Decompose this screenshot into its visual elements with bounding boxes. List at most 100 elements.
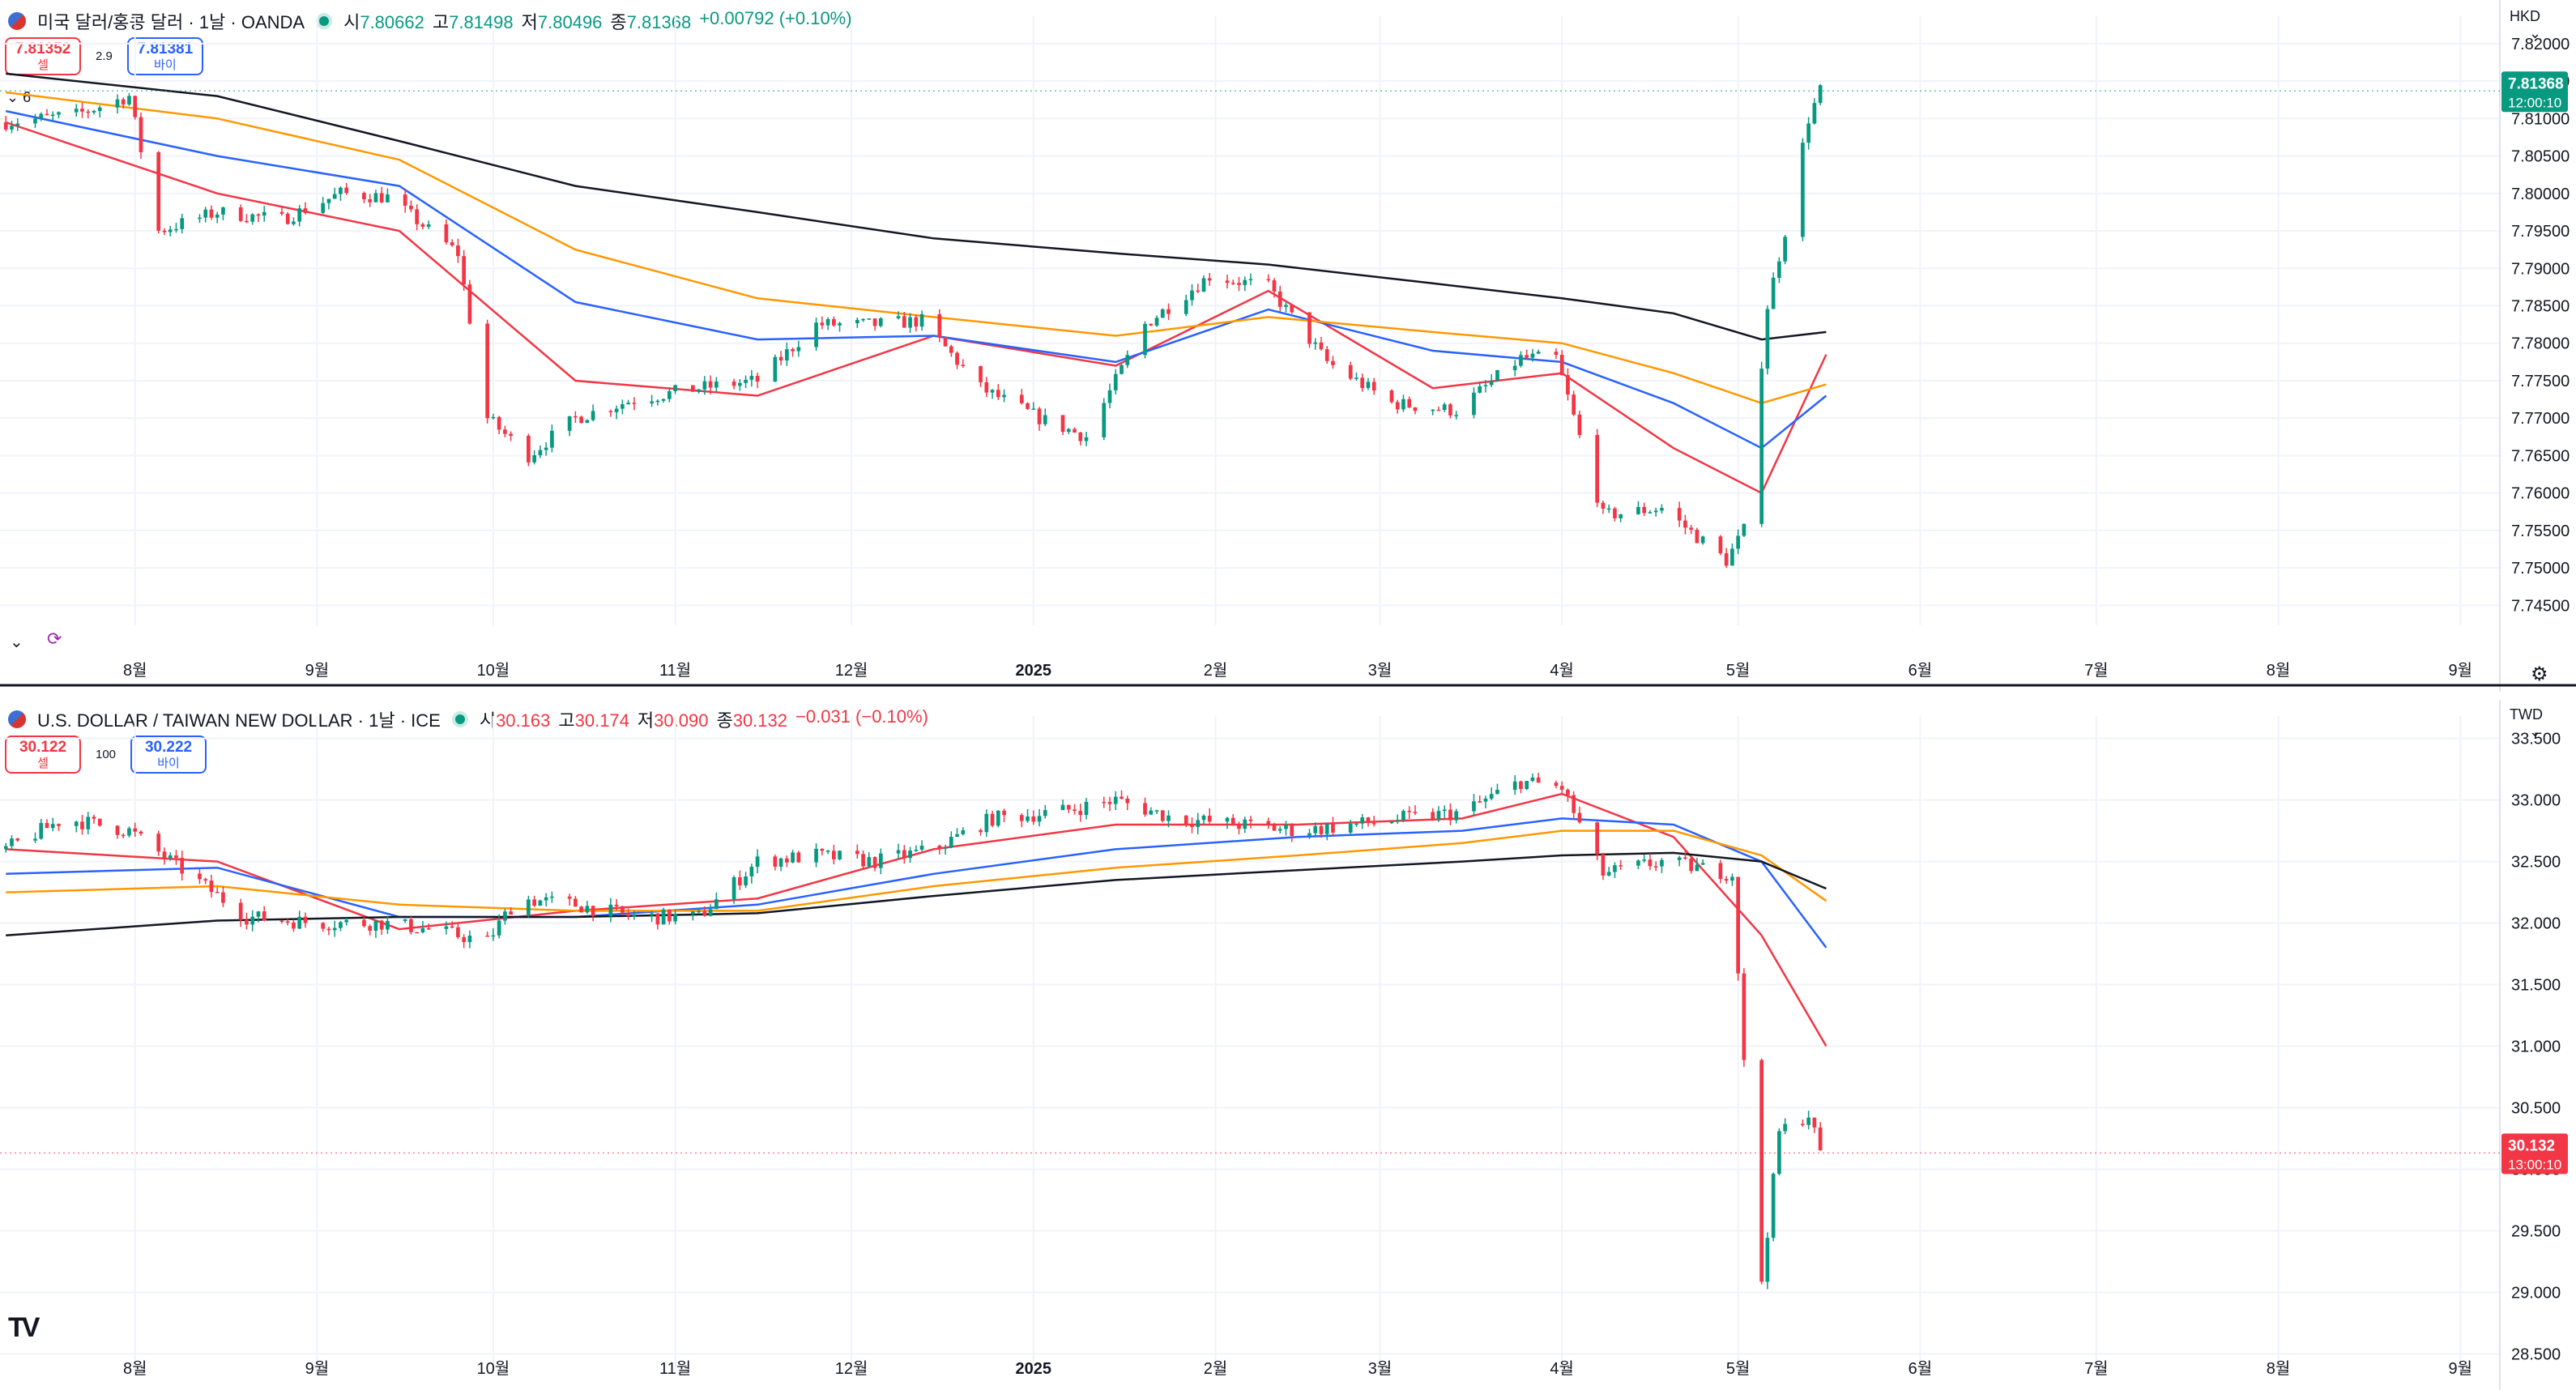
bottom-candle-body — [1601, 854, 1606, 876]
bottom-candle-body — [1695, 864, 1700, 872]
bottom-candle-body — [1113, 796, 1118, 804]
bottom-candle-body — [1184, 815, 1188, 825]
bottom-candle-body — [1073, 809, 1077, 812]
bottom-y-tick-label: 29.500 — [2511, 1222, 2561, 1240]
bottom-x-tick-label: 11월 — [659, 1359, 691, 1378]
top-moving-average-line — [5, 109, 1828, 450]
change-value: −0.031 (−0.10%) — [795, 706, 928, 727]
bottom-candle-body — [97, 818, 102, 826]
top-candle-body — [415, 209, 420, 224]
bottom-candle-body — [203, 879, 208, 881]
top-candle-body — [1277, 291, 1282, 307]
bottom-candle-body — [527, 899, 531, 915]
bottom-candle-body — [984, 813, 989, 833]
top-plot-area[interactable]: 7.820007.815007.810007.805007.800007.795… — [0, 0, 2576, 692]
top-candle-body — [744, 379, 748, 383]
bottom-candle-body — [861, 854, 865, 867]
bottom-candle-body — [702, 910, 707, 916]
bottom-plot-area[interactable]: 33.500 33.000 32.500 32.000 31.500 31.000 30.5… — [0, 700, 2568, 1390]
bottom-candle-body — [878, 853, 883, 868]
top-candle-body — [1360, 377, 1365, 388]
bottom-candle-body — [1026, 816, 1030, 821]
bottom-y-tick-label: 33.500 — [2511, 731, 2561, 748]
bottom-candle-body — [567, 896, 572, 899]
bottom-candle-body — [902, 850, 906, 859]
bottom-candle-body — [1331, 823, 1335, 833]
bottom-candle-body — [168, 855, 173, 859]
bottom-candle-body — [1530, 777, 1535, 782]
sync-icon[interactable]: ⟳ — [47, 629, 62, 649]
top-symbol-title[interactable]: 미국 달러/홍콩 달러 · 1날 · OANDA — [37, 12, 305, 32]
top-candle-body — [74, 109, 79, 113]
bottom-candle-body — [509, 911, 514, 915]
top-x-tick-label: 5월 — [1726, 661, 1751, 680]
top-candle-body — [538, 450, 543, 455]
bottom-candle-body — [1190, 824, 1194, 827]
top-candle-body — [1102, 403, 1107, 437]
bottom-candle-body — [825, 851, 830, 852]
top-candle-body — [591, 411, 595, 420]
open-label: 시 — [343, 12, 360, 32]
bottom-candle-body — [344, 919, 349, 923]
bottom-x-tick-label: 2025 — [1016, 1360, 1052, 1378]
top-candle-body — [984, 382, 989, 393]
bottom-candle-body — [1230, 817, 1235, 825]
bottom-candle-body — [749, 867, 754, 876]
bottom-candle-body — [1066, 804, 1071, 810]
top-candle-body — [1759, 369, 1764, 524]
bottom-candle-body — [1566, 789, 1570, 795]
bottom-candle-body — [744, 876, 748, 886]
top-candle-body — [1606, 508, 1611, 510]
top-y-tick-label: 7.75500 — [2511, 522, 2570, 540]
top-currency-select[interactable]: HKD ⌄ — [2510, 8, 2576, 42]
top-candle-body — [115, 99, 120, 108]
bottom-candle-body — [655, 913, 660, 925]
settings-gear-icon[interactable]: ⚙ — [2531, 663, 2548, 685]
top-candle-body — [1184, 300, 1188, 314]
chevron-down-icon: ⌄ — [2529, 25, 2542, 41]
bottom-x-tick-label: 9월 — [305, 1359, 330, 1378]
top-candle-body — [121, 99, 126, 105]
top-candle-body — [1683, 520, 1687, 528]
bottom-candle-body — [362, 919, 366, 927]
close-value: 7.81368 — [626, 12, 692, 32]
top-candle-body — [731, 382, 736, 386]
bottom-candle-body — [444, 926, 449, 929]
bottom-candle-body — [955, 834, 959, 838]
top-candle-body — [1700, 536, 1705, 544]
top-candle-body — [708, 381, 713, 388]
bottom-candle-body — [1636, 860, 1640, 866]
tradingview-logo: TV — [8, 1312, 41, 1343]
top-candle-body — [691, 385, 695, 392]
pane-collapse-button[interactable]: ⌄ — [10, 632, 23, 652]
top-candle-body — [1019, 394, 1024, 403]
bottom-candle-body — [503, 911, 507, 921]
bottom-sell-button[interactable]: 30.122 셀 — [5, 736, 81, 774]
top-candle-body — [1495, 369, 1499, 382]
bottom-symbol-header: U.S. DOLLAR / TAIWAN NEW DOLLAR · 1날 · I… — [8, 706, 928, 732]
bottom-candle-body — [1619, 865, 1623, 867]
bottom-candle-body — [245, 919, 249, 925]
bottom-candle-body — [979, 829, 983, 833]
bottom-candle-body — [614, 904, 619, 906]
bottom-currency-select[interactable]: TWD ⌄ — [2510, 706, 2576, 740]
top-candle-body — [326, 198, 331, 203]
bottom-candle-body — [632, 915, 637, 917]
top-candle-body — [937, 313, 942, 338]
top-candle-body — [10, 126, 14, 130]
low-label: 저 — [521, 12, 538, 32]
top-candle-body — [1554, 352, 1559, 356]
bottom-candle-body — [714, 899, 719, 910]
low-value: 30.090 — [654, 710, 709, 731]
bottom-y-tick-label: 32.500 — [2511, 854, 2561, 872]
bottom-candle-body — [121, 834, 126, 837]
bottom-candle-body — [1613, 865, 1617, 872]
bottom-candle-body — [33, 838, 37, 841]
bottom-candle-body — [86, 817, 91, 829]
bottom-candle-body — [1431, 812, 1435, 820]
bottom-buy-button[interactable]: 30.222 바이 — [130, 736, 207, 774]
bottom-candle-body — [1577, 812, 1582, 823]
bottom-candle-body — [262, 911, 267, 921]
top-y-tick-label: 7.78000 — [2511, 335, 2570, 353]
bottom-symbol-title[interactable]: U.S. DOLLAR / TAIWAN NEW DOLLAR · 1날 · I… — [37, 710, 441, 731]
